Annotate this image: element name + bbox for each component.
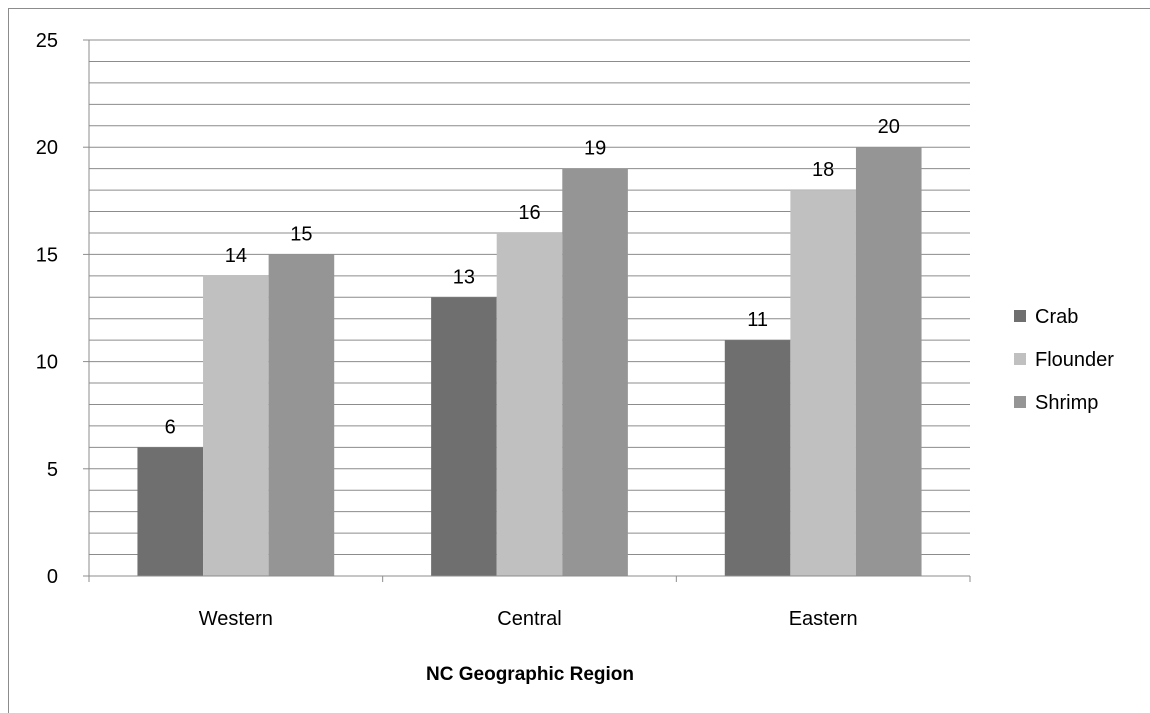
- data-label: 16: [518, 202, 540, 224]
- y-tick-labels: 0 5 10 15 20 25: [36, 30, 58, 588]
- data-label: 14: [225, 245, 247, 267]
- data-label: 20: [878, 116, 900, 138]
- data-label: 15: [290, 223, 312, 245]
- y-tick-label: 25: [36, 30, 58, 52]
- y-tick-label: 5: [47, 459, 58, 481]
- legend: Crab Flounder Shrimp: [1014, 306, 1114, 414]
- data-label: 13: [453, 266, 475, 288]
- legend-swatch-shrimp: [1014, 396, 1026, 408]
- bar-shrimp-central: [562, 168, 628, 576]
- data-labels: 6 14 15 13 16 19 11 18 20: [165, 116, 900, 438]
- bars: [137, 147, 922, 576]
- bar-shrimp-eastern: [855, 147, 922, 576]
- data-label: 11: [747, 309, 768, 331]
- legend-swatch-flounder: [1014, 353, 1026, 365]
- bar-crab-western: [137, 447, 204, 576]
- legend-swatch-crab: [1014, 310, 1026, 322]
- bar-crab-central: [431, 297, 497, 576]
- data-label: 19: [584, 138, 606, 160]
- y-tick-label: 20: [36, 137, 58, 159]
- x-category-label: Eastern: [789, 608, 858, 630]
- legend-label-shrimp: Shrimp: [1035, 392, 1098, 414]
- x-category-label: Western: [199, 608, 273, 630]
- bar-crab-eastern: [724, 340, 791, 576]
- data-label: 18: [812, 159, 834, 181]
- chart-frame: [8, 8, 1150, 713]
- x-category-labels: Western Central Eastern: [199, 608, 858, 630]
- legend-label-crab: Crab: [1035, 306, 1078, 328]
- x-axis-title: NC Geographic Region: [426, 664, 634, 685]
- y-tick-label: 0: [47, 566, 58, 588]
- bar-shrimp-western: [268, 254, 335, 576]
- bar-flounder-eastern: [790, 190, 856, 576]
- legend-label-flounder: Flounder: [1035, 349, 1114, 371]
- bar-flounder-central: [496, 232, 563, 576]
- x-category-label: Central: [497, 608, 561, 630]
- y-tick-label: 15: [36, 244, 58, 266]
- bar-flounder-western: [203, 275, 269, 576]
- y-tick-label: 10: [36, 352, 58, 374]
- data-label: 6: [165, 416, 176, 438]
- axes: [83, 39, 971, 582]
